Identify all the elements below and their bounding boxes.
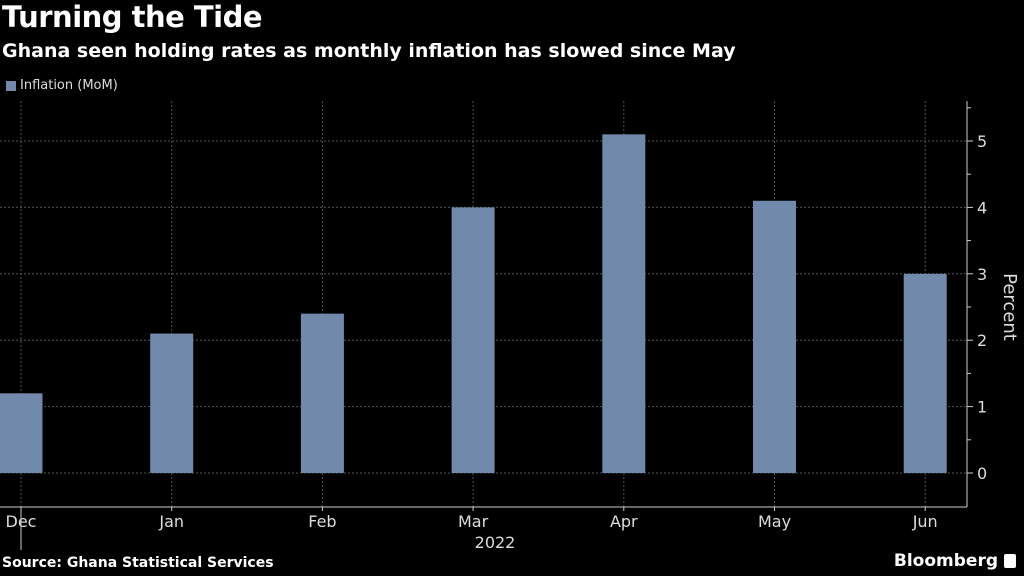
y-tick-label: 4 xyxy=(977,198,987,217)
legend: Inflation (MoM) xyxy=(6,78,118,93)
y-axis-label: Percent xyxy=(999,273,1020,341)
x-tick-label: May xyxy=(758,512,791,531)
chart-title: Turning the Tide xyxy=(2,0,263,34)
bar-mar xyxy=(451,207,495,473)
source-note: Source: Ghana Statistical Services xyxy=(2,555,274,571)
x-tick-label: Jan xyxy=(158,512,184,531)
brand-name: Bloomberg xyxy=(893,551,998,571)
y-tick-label: 1 xyxy=(977,398,987,417)
x-tick-label: Feb xyxy=(308,512,336,531)
x-tick-label: Mar xyxy=(458,512,489,531)
y-tick-label: 3 xyxy=(977,265,987,284)
legend-label: Inflation (MoM) xyxy=(20,78,118,93)
x-tick-label: Jun xyxy=(912,512,938,531)
bar-jun xyxy=(903,273,947,473)
bar-apr xyxy=(602,134,646,474)
bar-feb xyxy=(300,313,344,473)
bloomberg-icon xyxy=(1004,554,1016,568)
brand-logo: Bloomberg xyxy=(894,551,1016,571)
bar-may xyxy=(753,200,796,473)
x-tick-label: Apr xyxy=(610,512,638,531)
bar-jan xyxy=(150,333,194,473)
y-tick-label: 0 xyxy=(977,464,987,483)
chart-subtitle: Ghana seen holding rates as monthly infl… xyxy=(2,40,736,62)
x-year-label: 2022 xyxy=(475,533,516,552)
bar-dec xyxy=(0,393,43,473)
y-tick-label: 5 xyxy=(977,132,987,151)
y-tick-label: 2 xyxy=(977,331,987,350)
legend-swatch xyxy=(6,80,16,91)
